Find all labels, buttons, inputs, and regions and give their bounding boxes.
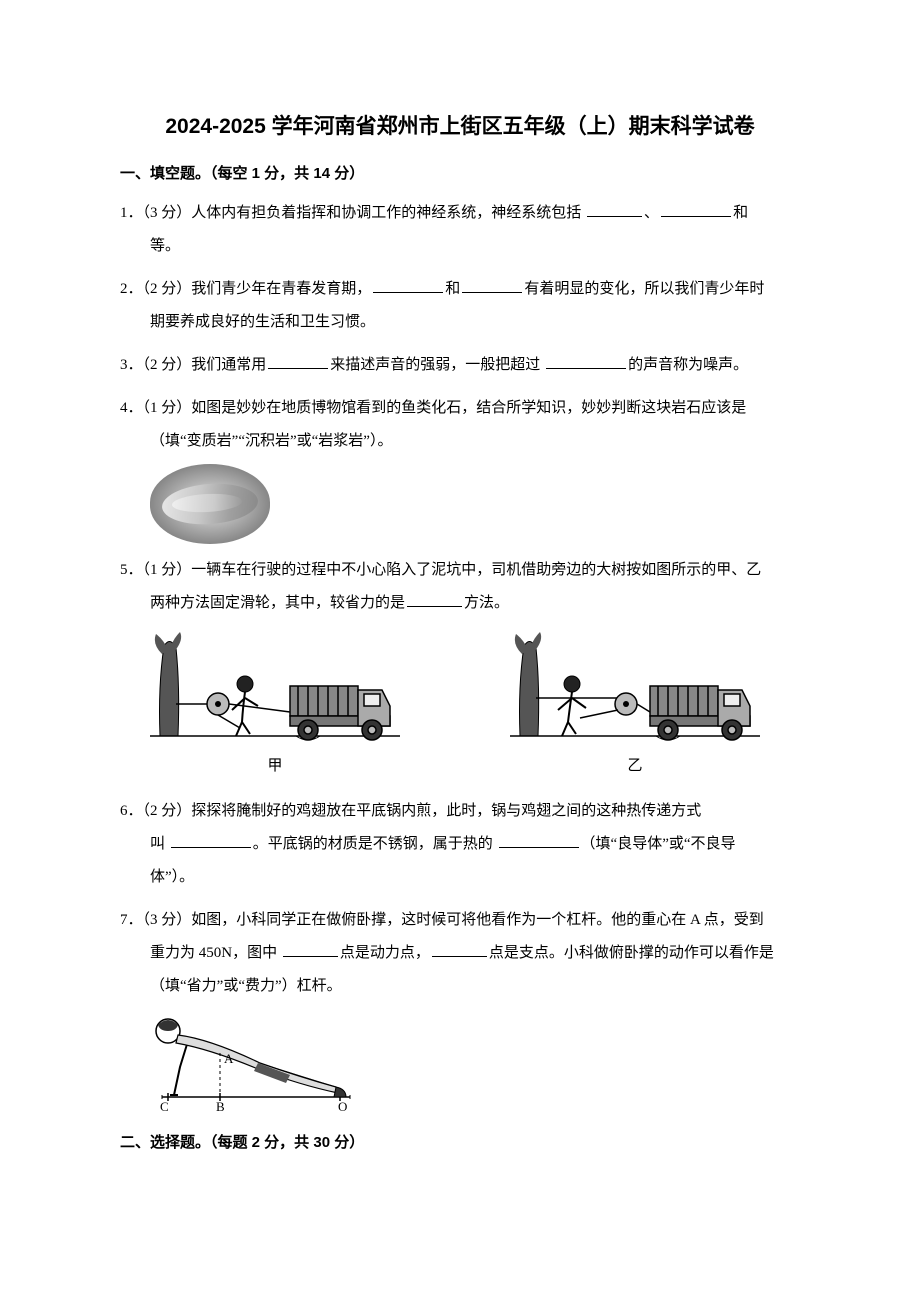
question-6: 6．（2 分）探探将腌制好的鸡翅放在平底锅内煎，此时，锅与鸡翅之间的这种热传递方… [120, 795, 800, 894]
q6-c1b: 。平底锅的材质是不锈钢，属于热的 [253, 836, 497, 852]
label-B: B [216, 1099, 225, 1114]
label-A: A [224, 1051, 234, 1066]
question-7: 7．（3 分）如图，小科同学正在做俯卧撑，这时候可将他看作为一个杠杆。他的重心在… [120, 904, 800, 1117]
q6-c1c: （填“良导体”或“不良导 [581, 836, 736, 852]
q6-blank-1 [171, 833, 251, 848]
question-5: 5．（1 分）一辆车在行驶的过程中不小心陷入了泥坑中，司机借助旁边的大树按如图所… [120, 554, 800, 783]
pulley-scene-b: 乙 [510, 626, 760, 783]
q1-pts: （3 分） [143, 205, 192, 221]
q7-c1b: 点是动力点， [340, 945, 430, 961]
q2-cont: 期要养成良好的生活和卫生习惯。 [150, 314, 375, 330]
q2-pts: （2 分） [143, 281, 192, 297]
q3-num: 3． [120, 357, 143, 373]
q6-c1a: 叫 [150, 836, 169, 852]
q2-t2: 有着明显的变化，所以我们青少年时 [524, 281, 764, 297]
q7-cont2: （填“省力”或“费力”）杠杆。 [150, 978, 342, 994]
q4-num: 4． [120, 400, 143, 416]
q7-blank-1 [283, 942, 338, 957]
section-1-header: 一、填空题。（每空 1 分，共 14 分） [120, 162, 800, 183]
q1-sep1: 、 [644, 205, 659, 221]
q4-t1: 如图是妙妙在地质博物馆看到的鱼类化石，结合所学知识，妙妙判断这块岩石应该是 [191, 400, 746, 416]
q7-blank-2 [432, 942, 487, 957]
pulley-scene-a: 甲 [150, 626, 400, 783]
q5-t1: 一辆车在行驶的过程中不小心陷入了泥坑中，司机借助旁边的大树按如图所示的甲、乙 [191, 562, 761, 578]
q5-pts: （1 分） [143, 562, 192, 578]
fossil-image [150, 464, 270, 544]
q6-cont2: 体”）。 [150, 869, 194, 885]
q6-num: 6． [120, 803, 143, 819]
q5-cont2: 方法。 [464, 595, 509, 611]
pulley-label-a: 甲 [150, 750, 400, 783]
q5-blank-1 [407, 592, 462, 607]
q6-pts: （2 分） [143, 803, 192, 819]
q2-num: 2． [120, 281, 143, 297]
q6-blank-2 [499, 833, 579, 848]
q4-cont: （填“变质岩”“沉积岩”或“岩浆岩”）。 [150, 433, 392, 449]
q7-num: 7． [120, 912, 143, 928]
q3-t2: 来描述声音的强弱，一般把超过 [330, 357, 544, 373]
section-2-header: 二、选择题。（每题 2 分，共 30 分） [120, 1131, 800, 1152]
q2-blank-2 [462, 278, 522, 293]
q3-t3: 的声音称为噪声。 [628, 357, 748, 373]
question-2: 2．（2 分）我们青少年在青春发育期， 和 有着明显的变化，所以我们青少年时 期要养… [120, 273, 800, 339]
q1-blank-2 [661, 202, 731, 217]
q1-cont: 等。 [150, 238, 180, 254]
q5-cont1: 两种方法固定滑轮，其中，较省力的是 [150, 595, 405, 611]
q3-t1: 我们通常用 [191, 357, 266, 373]
q7-c1a: 重力为 450N，图中 [150, 945, 281, 961]
pushup-diagram: A C B O [150, 1007, 360, 1117]
q5-num: 5． [120, 562, 143, 578]
q1-t2: 和 [733, 205, 748, 221]
question-4: 4．（1 分）如图是妙妙在地质博物馆看到的鱼类化石，结合所学知识，妙妙判断这块岩… [120, 392, 800, 544]
q4-pts: （1 分） [143, 400, 192, 416]
label-O: O [338, 1099, 347, 1114]
q7-pts: （3 分） [143, 912, 192, 928]
question-1: 1．（3 分）人体内有担负着指挥和协调工作的神经系统，神经系统包括 、 和 等。 [120, 197, 800, 263]
q7-c1c: 点是支点。小科做俯卧撑的动作可以看作是 [489, 945, 774, 961]
q2-t1: 我们青少年在青春发育期， [191, 281, 371, 297]
label-C: C [160, 1099, 169, 1114]
q7-t1: 如图，小科同学正在做俯卧撑，这时候可将他看作为一个杠杆。他的重心在 A 点，受到 [191, 912, 764, 928]
q3-pts: （2 分） [143, 357, 192, 373]
q2-blank-1 [373, 278, 443, 293]
doc-title: 2024-2025 学年河南省郑州市上街区五年级（上）期末科学试卷 [120, 110, 800, 140]
q3-blank-1 [268, 354, 328, 369]
question-3: 3．（2 分）我们通常用 来描述声音的强弱，一般把超过 的声音称为噪声。 [120, 349, 800, 382]
q1-blank-1 [587, 202, 642, 217]
q2-mid: 和 [445, 281, 460, 297]
pulley-label-b: 乙 [510, 750, 760, 783]
q1-num: 1． [120, 205, 143, 221]
q6-t1: 探探将腌制好的鸡翅放在平底锅内煎，此时，锅与鸡翅之间的这种热传递方式 [191, 803, 701, 819]
q3-blank-2 [546, 354, 626, 369]
q1-t1: 人体内有担负着指挥和协调工作的神经系统，神经系统包括 [191, 205, 585, 221]
